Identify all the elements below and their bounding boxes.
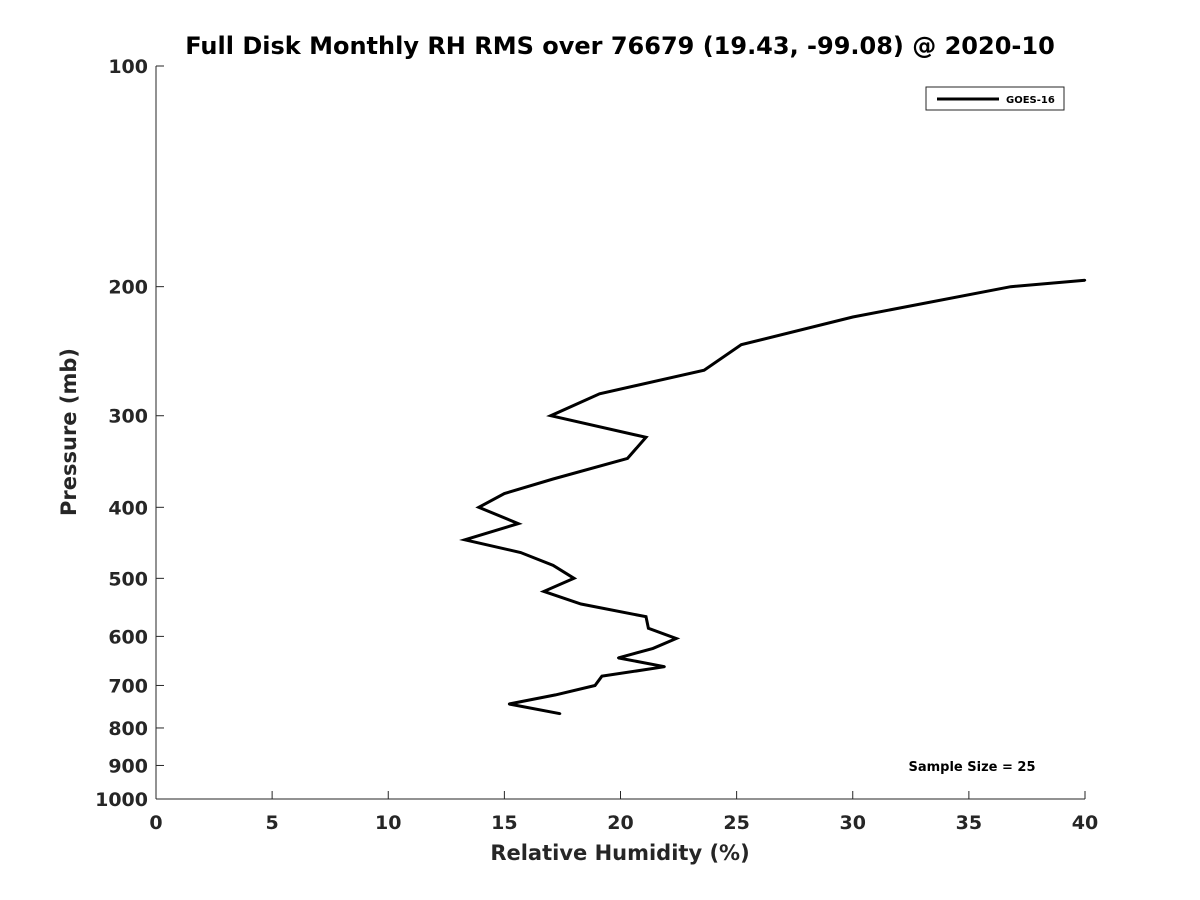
data-point [644, 615, 648, 618]
chart-title: Full Disk Monthly RH RMS over 76679 (19.… [185, 32, 1055, 60]
y-tick-label: 1000 [95, 789, 148, 811]
y-tick-label: 900 [108, 755, 148, 777]
data-point [507, 702, 511, 706]
data-point [598, 392, 601, 395]
data-point [503, 492, 506, 495]
x-tick-label: 30 [840, 812, 866, 834]
data-point [702, 368, 706, 372]
data-point [663, 665, 666, 668]
legend: GOES-16 [925, 86, 1065, 111]
data-point [647, 627, 650, 630]
y-tick-label: 200 [108, 277, 148, 299]
y-tick-label: 800 [108, 718, 148, 740]
data-point [651, 647, 655, 650]
y-tick-label: 700 [108, 675, 148, 697]
y-tick-label: 600 [108, 626, 148, 648]
x-tick-label: 40 [1072, 812, 1098, 834]
y-ticks: 100 200 300 400 500 600 700 800 900 1000 [95, 56, 164, 811]
y-axis-label: Pressure (mb) [57, 348, 81, 516]
data-point [542, 590, 546, 593]
data-point [1083, 279, 1087, 282]
x-tick-label: 20 [607, 812, 633, 834]
data-point [600, 675, 604, 678]
series-line-goes-16 [459, 278, 1086, 716]
x-tick-label: 0 [149, 812, 162, 834]
sample-size-annotation: Sample Size = 25 [908, 760, 1035, 775]
data-point [851, 315, 854, 319]
data-point [1009, 285, 1012, 288]
legend-label-goes-16: GOES-16 [1006, 95, 1055, 106]
series-layer [459, 278, 1087, 716]
data-point [463, 538, 467, 542]
data-point [579, 602, 583, 606]
x-tick-label: 25 [723, 812, 749, 834]
data-point [558, 712, 562, 715]
data-point [517, 522, 520, 525]
x-axis-label: Relative Humidity (%) [490, 841, 749, 865]
data-point [740, 343, 743, 346]
data-point [616, 656, 620, 660]
x-tick-label: 5 [266, 812, 279, 834]
data-point [572, 577, 576, 580]
y-tick-label: 400 [108, 497, 148, 519]
data-point [519, 551, 522, 554]
data-point [675, 637, 678, 640]
data-point [551, 477, 555, 481]
data-point [644, 436, 648, 439]
x-tick-label: 15 [491, 812, 517, 834]
data-point [549, 414, 553, 417]
y-tick-label: 100 [108, 56, 148, 78]
data-point [593, 684, 597, 687]
x-tick-label: 35 [956, 812, 982, 834]
data-point [551, 564, 555, 567]
y-tick-label: 300 [108, 406, 148, 428]
y-tick-label: 500 [108, 568, 148, 590]
data-point [626, 457, 629, 460]
x-ticks: 0 5 10 15 20 25 30 35 40 [149, 791, 1098, 834]
x-tick-label: 10 [375, 812, 401, 834]
data-point [554, 693, 557, 697]
data-point [477, 506, 481, 509]
